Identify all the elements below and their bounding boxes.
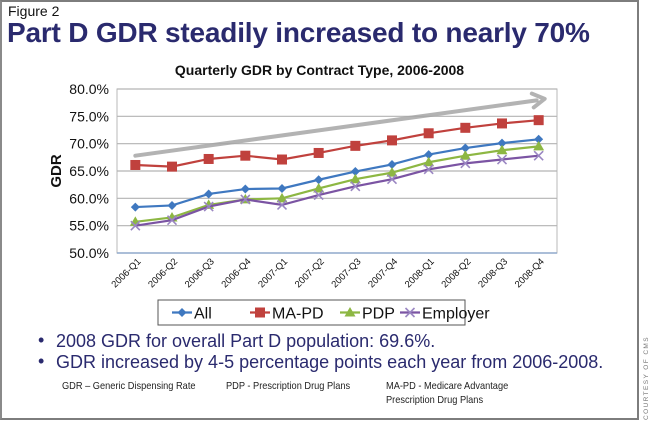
headline: Part D GDR steadily increased to nearly … [7,17,590,48]
y-axis-label: GDR [48,154,65,188]
data-point-pdp [496,144,508,155]
footnote-gdr: GDR – Generic Dispensing Rate [62,380,196,392]
bullet-item: GDR increased by 4-5 percentage points e… [38,351,603,373]
data-point-employer [203,201,214,212]
data-point-employer [313,189,324,201]
trend-arrow-head [529,91,547,110]
data-point-all [497,138,507,148]
data-point-employer [166,215,178,226]
data-point-ma-pd [130,159,141,170]
legend-label-employer: Employer [422,306,490,323]
y-tick-label: 70.0% [69,136,109,152]
footnote-pdp: PDP - Prescription Drug Plans [226,380,351,392]
x-tick-label: 2008-Q1 [403,256,437,290]
data-point-all [387,159,397,169]
x-tick-label: 2006-Q3 [183,256,217,290]
data-point-pdp [459,150,471,160]
data-point-ma-pd [313,147,324,158]
series-line-pdp [135,145,539,223]
chart-title: Quarterly GDR by Contract Type, 2006-200… [174,62,465,78]
data-point-ma-pd [387,135,397,146]
footnote-mapd-line1: MA-PD - Medicare Advantage [386,380,509,392]
data-point-all [350,167,360,177]
data-point-ma-pd [533,115,544,126]
x-tick-label: 2007-Q4 [366,256,400,290]
data-point-ma-pd [350,140,361,151]
y-tick-label: 60.0% [69,190,109,206]
y-tick-label: 55.0% [69,218,109,234]
data-point-employer [423,164,434,175]
y-tick-label: 50.0% [69,245,109,261]
data-point-employer [533,150,544,161]
y-tick-label: 75.0% [69,108,109,124]
legend-marker-pdp [344,307,356,317]
series-line-employer [135,154,539,227]
bullet-list: 2008 GDR for overall Part D population: … [38,330,603,373]
x-tick-label: 2008-Q2 [440,256,474,290]
data-point-employer [350,181,361,192]
footnote-mapd-line2: Prescription Drug Plans [386,394,484,406]
data-point-all [204,189,214,199]
data-point-employer [240,194,251,205]
data-point-all [167,200,177,210]
legend-label-all: All [194,306,212,323]
data-point-pdp [313,182,325,193]
data-point-pdp [276,192,288,203]
legend-marker-employer [404,307,416,318]
data-point-employer [386,174,398,185]
image-credit: COURTESY OF CMS [643,336,650,420]
data-point-all [277,183,287,193]
x-tick-label: 2007-Q2 [293,256,327,290]
legend-label-ma-pd: MA-PD [272,306,324,323]
data-point-employer [496,154,508,165]
series-line-all [135,138,539,209]
data-point-all [130,202,140,212]
y-tick-label: 65.0% [69,163,109,179]
data-point-ma-pd [240,150,251,161]
legend-marker-ma-pd [255,307,265,318]
legend-label-pdp: PDP [362,306,395,323]
figure-label: Figure 2 [8,3,60,19]
data-point-ma-pd [423,128,434,139]
data-point-employer [130,220,141,231]
data-point-ma-pd [203,153,214,164]
series-line-ma-pd [135,119,539,168]
data-point-all [240,184,250,194]
x-tick-label: 2006-Q2 [146,256,180,290]
x-tick-label: 2006-Q4 [220,256,254,290]
data-point-ma-pd [497,118,507,129]
data-point-pdp [386,167,398,177]
x-tick-label: 2008-Q3 [476,256,510,290]
legend-marker-all [177,308,187,317]
y-tick-label: 80.0% [69,81,109,97]
data-point-pdp [423,156,435,167]
x-tick-label: 2008-Q4 [513,256,547,290]
data-point-ma-pd [277,154,287,165]
bullet-item: 2008 GDR for overall Part D population: … [38,330,603,352]
data-point-all [534,134,544,144]
data-point-all [314,175,324,185]
x-tick-label: 2007-Q3 [330,256,364,290]
data-point-ma-pd [460,122,471,133]
data-point-employer [460,158,471,169]
x-tick-label: 2006-Q1 [110,256,144,290]
data-point-all [460,143,470,153]
trend-arrow-shaft [133,98,539,158]
data-point-all [424,150,434,160]
footnote-mapd: MA-PD - Medicare Advantage Prescription … [386,379,508,407]
data-point-pdp [349,173,361,184]
x-tick-label: 2007-Q1 [256,256,290,290]
data-point-ma-pd [167,161,177,172]
data-point-employer [276,199,288,210]
data-point-pdp [533,140,545,151]
